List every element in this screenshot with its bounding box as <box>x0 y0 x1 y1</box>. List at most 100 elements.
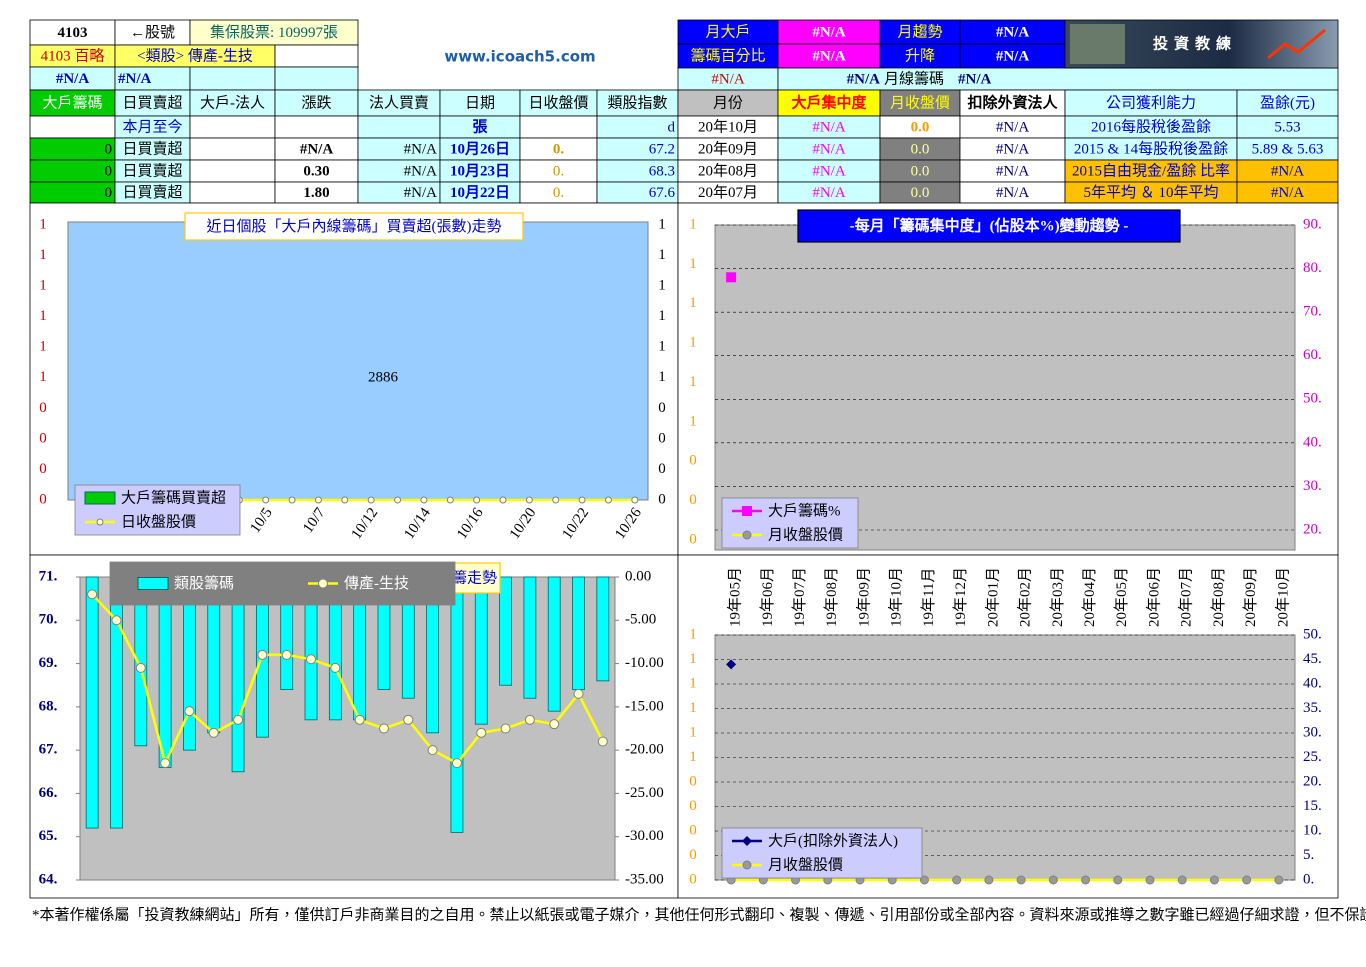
y-axis-label: 1 <box>39 247 47 263</box>
marker <box>604 496 612 504</box>
column-header: 大戶籌碼 <box>42 94 102 111</box>
cell-text: 日買賣超 <box>122 184 182 201</box>
cell-text: 0. <box>553 185 564 201</box>
y2-tick-label: 40. <box>1303 675 1322 691</box>
column-header: 扣除外資法人 <box>967 93 1058 111</box>
cell-text: #N/A <box>812 119 846 135</box>
x-tick-label: 19年06月 <box>759 567 776 627</box>
y-axis-label: 1 <box>689 413 697 429</box>
marker <box>111 615 122 626</box>
column-header: 月份 <box>713 94 743 111</box>
y-axis-label: 1 <box>689 216 697 232</box>
x-tick-label: 20年05月 <box>1113 567 1130 627</box>
column-header: 月收盤價 <box>890 94 950 111</box>
y-axis-label: 0 <box>689 453 697 469</box>
cell-text: 10月23日 <box>450 162 510 179</box>
y-tick-label: 69. <box>39 655 58 671</box>
marker <box>367 496 375 504</box>
monthly-text: #N/A <box>847 71 881 87</box>
cell-text: 升降 <box>905 47 935 64</box>
cell <box>879 19 961 45</box>
cell-text: 68.3 <box>649 163 675 179</box>
x-tick-label: 20年02月 <box>1017 567 1034 627</box>
x-tick-label: 19年07月 <box>791 567 808 627</box>
y2-tick-label: 30. <box>1303 724 1322 740</box>
cell-text: <類股> 傳產-生技 <box>137 47 253 64</box>
marker <box>578 496 586 504</box>
y-axis-label: 1 <box>689 335 697 351</box>
x-tick-label: 19年08月 <box>823 567 840 627</box>
x-tick-label: 20年09月 <box>1242 567 1259 627</box>
cell <box>189 115 276 139</box>
column-header: 日期 <box>465 94 495 111</box>
marker <box>552 496 560 504</box>
marker <box>96 518 104 526</box>
cell-text: 0.30 <box>303 163 329 179</box>
y-tick-label: 70. <box>39 612 58 628</box>
bar <box>547 576 561 712</box>
y-axis-label: 1 <box>689 724 697 740</box>
y2-tick-label: 35. <box>1303 700 1322 716</box>
cell-text: 日買賣超 <box>122 140 182 157</box>
y2-tick-label: 60. <box>1303 347 1322 363</box>
cell-text: 10月22日 <box>450 184 510 201</box>
cell-text: 67.6 <box>649 185 676 201</box>
chart-title-box <box>184 212 524 241</box>
cell <box>677 89 779 117</box>
cell <box>1064 89 1238 117</box>
y-tick-label: 64. <box>39 871 58 887</box>
marker <box>1145 875 1155 885</box>
bar <box>523 576 537 699</box>
marker <box>378 723 389 734</box>
y-axis-label: 0 <box>689 531 697 547</box>
y2-tick-label: 20. <box>1303 773 1322 789</box>
bar <box>596 576 610 682</box>
x-tick-label: 20年10月 <box>1274 567 1291 627</box>
marker <box>1209 875 1219 885</box>
x-tick-label: 19年12月 <box>952 567 969 627</box>
marker <box>87 589 98 600</box>
cell <box>519 115 598 139</box>
y2-tick-label: 5. <box>1303 847 1314 863</box>
y-axis-label: 0 <box>39 430 47 446</box>
marker <box>330 662 341 673</box>
logo-picture <box>1070 24 1125 64</box>
legend-swatch <box>84 491 116 505</box>
cell <box>879 43 961 69</box>
marker <box>742 506 752 516</box>
cell-text: 0.0 <box>911 141 930 157</box>
marker <box>208 727 219 738</box>
y2-axis-label: 1 <box>658 339 666 355</box>
cell-text: 10月26日 <box>450 140 510 157</box>
y2-tick-label: 10. <box>1303 822 1322 838</box>
plot-area <box>714 224 1296 551</box>
y2-tick-label: 0.00 <box>625 568 651 584</box>
monthly-text: #N/A <box>958 71 992 87</box>
y2-tick-label: 25. <box>1303 749 1322 765</box>
bar <box>85 576 99 829</box>
y2-axis-label: 0 <box>658 491 666 507</box>
y-axis-label: 0 <box>39 400 47 416</box>
bar <box>231 576 245 773</box>
y-axis-label: 1 <box>689 651 697 667</box>
chart-title-box <box>797 209 1181 243</box>
y2-tick-label: 70. <box>1303 304 1322 320</box>
y-axis-label: 1 <box>39 308 47 324</box>
cell <box>274 66 359 91</box>
marker <box>446 496 454 504</box>
cell <box>777 89 881 117</box>
marker <box>427 745 438 756</box>
logo-arrow <box>1267 28 1326 60</box>
column-header: 大戶-法人 <box>200 94 265 111</box>
legend-label: 類股籌碼 <box>174 575 234 592</box>
marker <box>314 496 322 504</box>
legend <box>721 827 923 879</box>
y2-tick-label: 90. <box>1303 216 1322 232</box>
y2-tick-label: 15. <box>1303 798 1322 814</box>
y2-tick-label: 50. <box>1303 391 1322 407</box>
y-axis-label: 1 <box>689 675 697 691</box>
y-axis-label: 1 <box>689 256 697 272</box>
cell-text: 20年08月 <box>698 162 758 179</box>
marker <box>525 496 533 504</box>
